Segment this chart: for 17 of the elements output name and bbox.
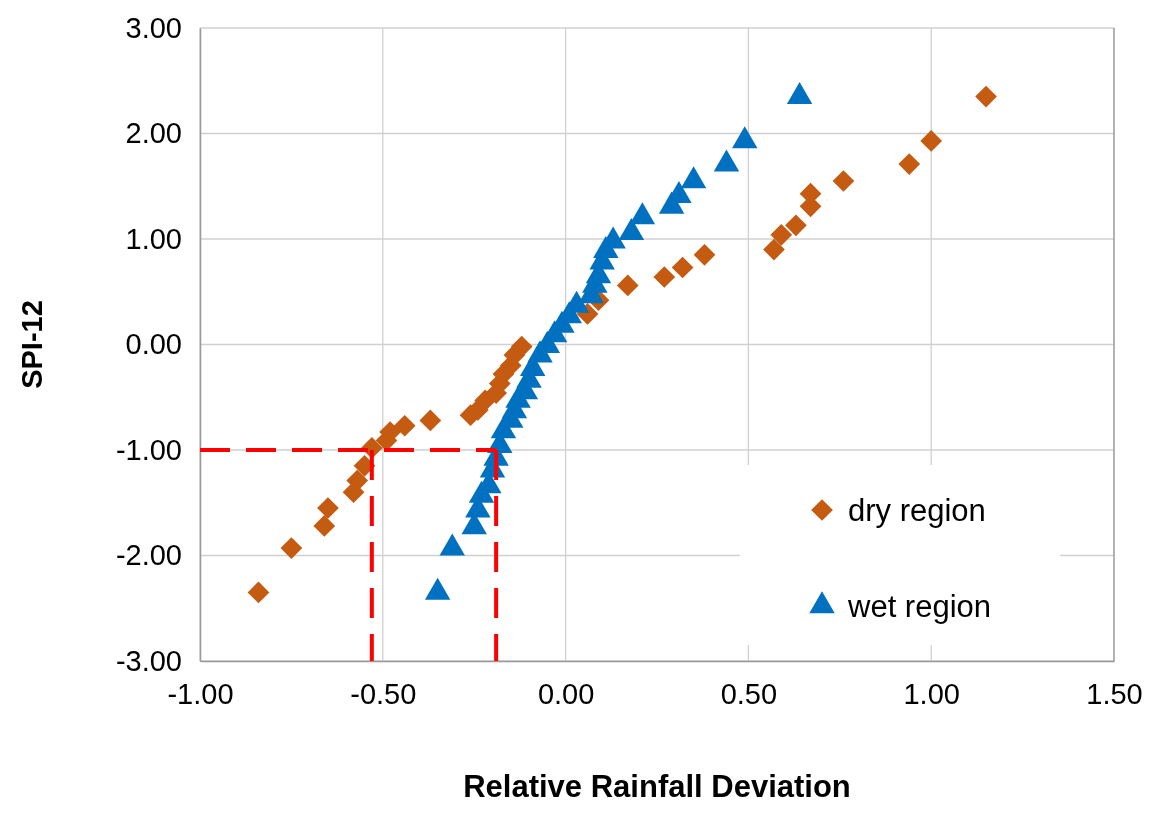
y-tick-label: -3.00 bbox=[115, 644, 182, 677]
y-tick-label: -2.00 bbox=[115, 539, 182, 572]
y-tick-label: 3.00 bbox=[125, 11, 182, 44]
x-axis-title: Relative Rainfall Deviation bbox=[463, 769, 851, 804]
x-tick-label: 0.00 bbox=[537, 677, 595, 710]
x-tick-label: -0.50 bbox=[350, 677, 417, 710]
y-tick-label: 1.00 bbox=[125, 222, 182, 255]
legend-label: wet region bbox=[847, 589, 992, 624]
y-tick-label: 0.00 bbox=[125, 328, 182, 361]
y-tick-label: 2.00 bbox=[125, 117, 182, 150]
x-tick-label: 0.50 bbox=[720, 677, 778, 710]
x-tick-label: 1.50 bbox=[1086, 677, 1143, 710]
legend-label: dry region bbox=[848, 493, 986, 528]
y-axis-title: SPI-12 bbox=[16, 300, 48, 389]
x-tick-label: -1.00 bbox=[167, 677, 234, 710]
x-tick-label: 1.00 bbox=[903, 677, 960, 710]
y-tick-label: -1.00 bbox=[115, 433, 182, 466]
